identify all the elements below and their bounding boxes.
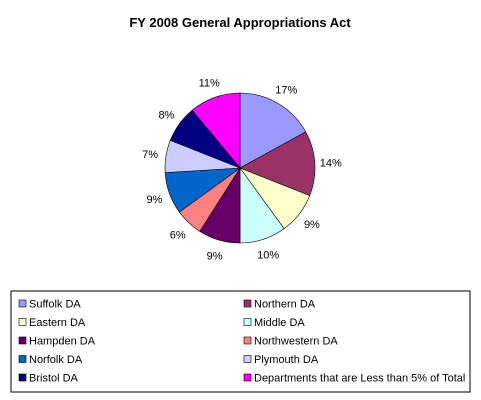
legend-label-suffolk-da: Suffolk DA bbox=[29, 299, 81, 311]
legend-label-middle-da: Middle DA bbox=[254, 317, 305, 329]
pie-label-plymouth-da: 7% bbox=[142, 149, 158, 161]
legend-label-plymouth-da: Plymouth DA bbox=[254, 354, 319, 366]
pie-slice-departments-that-are-less-than-5-of-total bbox=[191, 92, 241, 169]
pie-label-northern-da: 14% bbox=[320, 157, 342, 169]
pie-label-northwestern-da: 6% bbox=[170, 229, 186, 241]
legend-label-norfolk-da: Norfolk DA bbox=[29, 354, 83, 366]
legend: Suffolk DA Northern DA Eastern DA Middle DA… bbox=[10, 290, 471, 393]
pie-label-suffolk-da: 17% bbox=[275, 85, 297, 97]
pie-percent-labels: 17% 14% 9% 10% 9% 6% 9% 7% 8% 11% bbox=[142, 77, 342, 262]
pie-slices bbox=[164, 92, 316, 244]
pie-label-departments-that-are-less-than-5-of-total: 11% bbox=[199, 77, 220, 89]
legend-swatch-northern-da bbox=[243, 299, 252, 308]
legend-swatch-bristol-da bbox=[18, 373, 27, 382]
pie-label-middle-da: 10% bbox=[257, 250, 279, 262]
pie-slice-suffolk-da bbox=[239, 92, 307, 169]
legend-swatch-plymouth-da bbox=[243, 355, 252, 363]
legend-swatch-norfolk-da bbox=[18, 355, 27, 363]
legend-label-hampden-da: Hampden DA bbox=[29, 336, 96, 348]
legend-swatch-northwestern-da bbox=[243, 336, 252, 345]
legend-label-northern-da: Northern DA bbox=[254, 299, 316, 311]
legend-swatch-hampden-da bbox=[18, 336, 27, 345]
legend-box bbox=[10, 290, 471, 393]
legend-label-northwestern-da: Northwestern DA bbox=[254, 336, 338, 348]
legend-swatch-eastern-da bbox=[18, 318, 27, 326]
chart-title: FY 2008 General Appropriations Act bbox=[129, 15, 351, 30]
pie-label-eastern-da: 9% bbox=[304, 219, 320, 231]
legend-swatch-departments-that-are-less-than-5-of-total bbox=[243, 373, 252, 382]
legend-swatch-suffolk-da bbox=[18, 299, 27, 308]
legend-label-departments-that-are-less-than-5-of-total: Departments that are Less than 5% of Tot… bbox=[254, 373, 465, 385]
pie-label-bristol-da: 8% bbox=[158, 110, 174, 122]
legend-swatch-middle-da bbox=[243, 318, 252, 326]
legend-label-bristol-da: Bristol DA bbox=[29, 373, 79, 385]
pie-label-hampden-da: 9% bbox=[207, 250, 223, 262]
pie-label-norfolk-da: 9% bbox=[146, 194, 162, 206]
legend-label-eastern-da: Eastern DA bbox=[29, 317, 86, 329]
pie-slice-northern-da bbox=[239, 131, 316, 196]
